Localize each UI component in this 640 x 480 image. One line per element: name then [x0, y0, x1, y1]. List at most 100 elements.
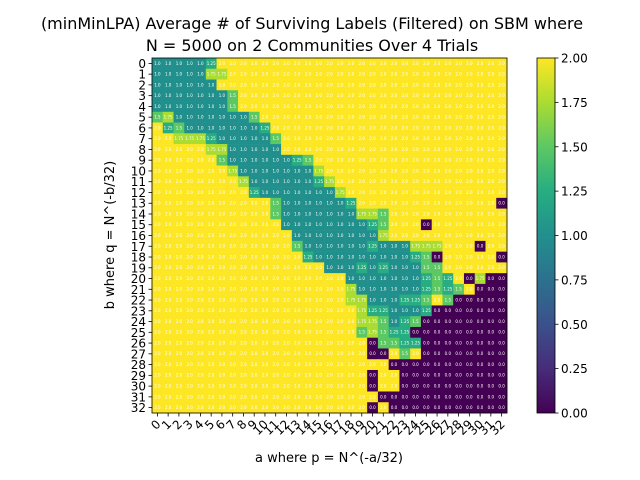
heatmap-cell-label: 2.0 [466, 222, 473, 227]
heatmap-cell-label: 2.0 [283, 61, 290, 66]
heatmap-cell-label: 2.0 [294, 351, 301, 356]
heatmap-cell-label: 2.0 [391, 222, 398, 227]
heatmap-cell [334, 391, 346, 403]
heatmap-cell [463, 316, 476, 328]
heatmap-cell-label: 1.0 [326, 201, 333, 206]
heatmap-cell-label: 2.0 [283, 351, 290, 356]
heatmap-cell-label: 2.0 [477, 265, 484, 270]
heatmap-cell-label: 1.25 [261, 125, 270, 130]
heatmap-cell [367, 208, 379, 220]
heatmap-cell [302, 90, 314, 102]
heatmap-cell [205, 326, 217, 338]
heatmap-cell-label: 0.0 [423, 384, 430, 389]
heatmap-cell [420, 144, 432, 156]
heatmap-cell [474, 283, 486, 295]
heatmap-cell [463, 187, 476, 199]
heatmap-cell-label: 2.0 [294, 362, 301, 367]
heatmap-cell-label: 1.75 [357, 297, 366, 302]
heatmap-cell-label: 2.0 [240, 297, 247, 302]
heatmap-cell [474, 251, 486, 263]
heatmap-cell [270, 101, 282, 113]
heatmap-cell [420, 79, 432, 91]
heatmap-cell-label: 2.0 [402, 93, 409, 98]
heatmap-cell-label: 0.0 [477, 340, 484, 345]
heatmap-cell [291, 101, 303, 113]
heatmap-cell [410, 197, 422, 209]
heatmap-cell-label: 2.0 [477, 115, 484, 120]
heatmap-cell-label: 2.0 [423, 179, 430, 184]
heatmap-cell [442, 230, 454, 242]
heatmap-cell-label: 2.0 [359, 405, 366, 410]
heatmap-cell [248, 219, 260, 231]
heatmap-cell [259, 187, 271, 199]
heatmap-cell [313, 230, 325, 242]
heatmap-cell [420, 111, 432, 123]
heatmap-cell-label: 1.0 [208, 104, 215, 109]
heatmap-cell-label: 2.0 [240, 340, 247, 345]
heatmap-cell-label: 1.5 [423, 254, 430, 259]
heatmap-cell [313, 111, 325, 123]
heatmap-cell [195, 369, 207, 382]
heatmap-cell-label: 0.0 [434, 384, 441, 389]
colorbar-tick-label: 0.25 [561, 362, 588, 376]
heatmap-cell [377, 230, 389, 242]
heatmap-cell-label: 2.0 [294, 319, 301, 324]
heatmap-cell [162, 348, 174, 360]
y-tick-label: 7 [138, 132, 146, 146]
heatmap-cell [281, 219, 293, 231]
heatmap-cell [453, 101, 465, 113]
heatmap-cell-label: 2.0 [154, 244, 161, 249]
heatmap-cell-label: 1.0 [154, 61, 161, 66]
heatmap-cell [431, 122, 443, 134]
y-axis-label: b where q = N^(-b/32) [103, 161, 118, 309]
heatmap-cell-label: 2.0 [273, 265, 280, 270]
heatmap-cell [216, 380, 228, 392]
heatmap-cell [238, 133, 250, 145]
heatmap-cell-label: 1.0 [219, 93, 226, 98]
heatmap-cell [463, 90, 476, 102]
heatmap-cell-label: 2.0 [434, 179, 441, 184]
heatmap-cell-label: 0.0 [434, 394, 441, 399]
heatmap-cell-label: 1.75 [368, 330, 377, 335]
heatmap-cell-label: 2.0 [326, 394, 333, 399]
heatmap-cell [377, 380, 389, 392]
heatmap-cell-label: 2.0 [154, 125, 161, 130]
heatmap-cell-label: 2.0 [423, 115, 430, 120]
heatmap-cell-label: 1.5 [391, 340, 398, 345]
heatmap-cell-label: 2.0 [434, 297, 441, 302]
heatmap-cell-label: 1.25 [400, 319, 409, 324]
heatmap-cell [313, 208, 325, 220]
heatmap-cell-label: 2.0 [316, 405, 323, 410]
heatmap-cell [463, 369, 476, 382]
heatmap-cell [367, 58, 379, 70]
heatmap-cell [227, 197, 239, 209]
heatmap-cell [216, 326, 228, 338]
heatmap-cell [216, 208, 228, 220]
heatmap-cell-label: 2.0 [251, 340, 258, 345]
heatmap-cell [195, 337, 207, 349]
heatmap-cell-label: 1.25 [411, 340, 420, 345]
heatmap-cell [248, 197, 260, 209]
heatmap-cell-label: 2.0 [380, 201, 387, 206]
heatmap-cell-label: 2.0 [229, 61, 236, 66]
heatmap-cell [399, 391, 411, 403]
heatmap-cell [248, 68, 260, 80]
heatmap-cell-label: 1.75 [411, 244, 420, 249]
heatmap-cell-label: 1.0 [316, 233, 323, 238]
heatmap-cell [431, 294, 443, 306]
heatmap-cell-label: 0.0 [498, 394, 505, 399]
heatmap-cell [259, 305, 271, 317]
heatmap-cell-label: 2.0 [402, 115, 409, 120]
heatmap-cell-label: 2.0 [176, 190, 183, 195]
heatmap-cell [453, 316, 465, 328]
heatmap-cell-label: 0.0 [477, 287, 484, 292]
heatmap-cell-label: 1.0 [229, 125, 236, 130]
heatmap-cell-label: 1.0 [348, 244, 355, 249]
heatmap-cell [162, 68, 174, 80]
heatmap-cell-label: 2.0 [219, 222, 226, 227]
heatmap-cell [302, 316, 314, 328]
heatmap-cell [410, 144, 422, 156]
heatmap-cell-label: 0.0 [488, 362, 495, 367]
heatmap-cell [291, 337, 303, 349]
heatmap-cell [205, 58, 217, 70]
